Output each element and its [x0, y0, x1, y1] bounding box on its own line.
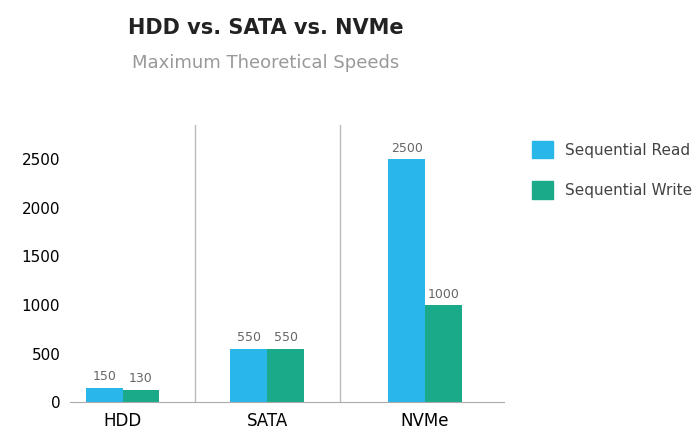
Text: HDD vs. SATA vs. NVMe: HDD vs. SATA vs. NVMe	[128, 18, 404, 38]
Bar	[425, 305, 462, 402]
Text: 2500: 2500	[391, 142, 423, 155]
Text: 150: 150	[92, 370, 116, 384]
Text: 550: 550	[237, 331, 261, 345]
Bar	[389, 159, 425, 402]
Bar	[122, 390, 160, 402]
Bar	[267, 349, 304, 402]
Text: Maximum Theoretical Speeds: Maximum Theoretical Speeds	[132, 54, 400, 72]
Text: 130: 130	[129, 372, 153, 385]
Bar	[230, 349, 267, 402]
Bar	[86, 388, 122, 402]
Text: 550: 550	[274, 331, 298, 345]
Text: 1000: 1000	[428, 288, 459, 301]
Legend: Sequential Read, Sequential Write: Sequential Read, Sequential Write	[526, 135, 699, 205]
